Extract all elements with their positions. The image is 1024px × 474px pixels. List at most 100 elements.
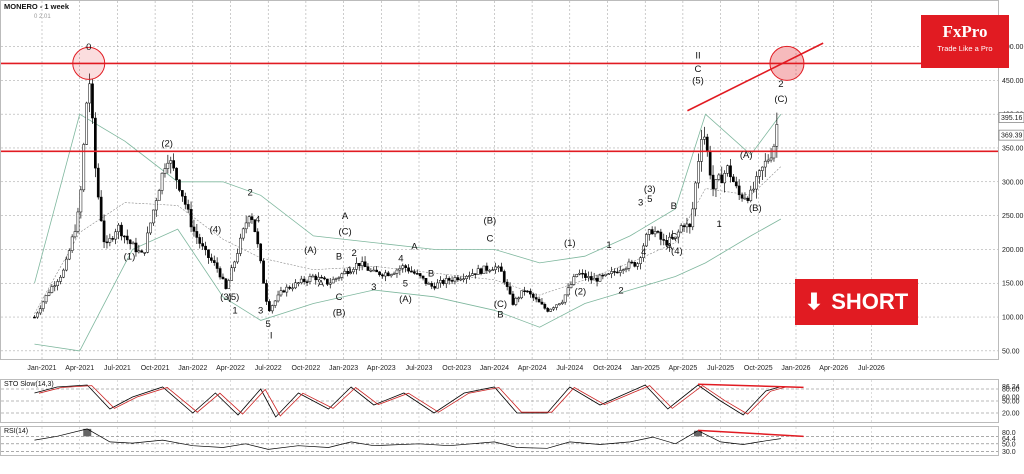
candle-body <box>189 209 193 228</box>
x-tick-label: Oct-2023 <box>442 365 471 372</box>
x-tick-label: Oct-2025 <box>744 365 773 372</box>
brand-name: FxPro <box>942 22 988 41</box>
candle-body <box>410 270 413 273</box>
highlight-circle <box>769 45 805 81</box>
chart-subtitle: 0 2.01 <box>34 14 51 20</box>
candle-body <box>584 273 587 278</box>
x-tick-label: Jan-2026 <box>781 365 810 372</box>
candle-body <box>227 280 231 289</box>
candle-body <box>401 265 405 269</box>
rsi-y-tick: 64.4 <box>1002 436 1016 443</box>
candle-body <box>456 277 460 281</box>
x-tick-label: Jul-2023 <box>406 365 433 372</box>
candle-body <box>195 231 199 238</box>
candle-body <box>659 231 663 240</box>
candle-body <box>679 225 683 233</box>
candle-body <box>734 181 738 187</box>
wave-label: 1 <box>606 240 611 251</box>
candle-body <box>613 271 616 273</box>
candle-body <box>273 300 277 306</box>
candle-body <box>514 297 518 305</box>
wave-label: 2 <box>618 285 623 296</box>
sto-title: STO Slow(14,3) <box>4 381 54 388</box>
wave-label: (A) <box>740 150 753 161</box>
candle-body <box>149 222 152 234</box>
x-tick-label: Apr-2024 <box>518 365 547 372</box>
candle-body <box>508 286 512 295</box>
price-series <box>33 73 779 319</box>
candle-body <box>389 274 393 277</box>
wave-label: (5) <box>692 76 704 87</box>
candle-body <box>88 83 91 104</box>
short-signal-badge: ⬇ SHORT <box>795 279 918 325</box>
candle-body <box>340 273 344 278</box>
x-tick-label: Jul-2024 <box>556 365 583 372</box>
candle-body <box>697 161 700 184</box>
candle-body <box>497 266 500 269</box>
y-tick-label: 350.00 <box>1002 145 1024 152</box>
candle-body <box>96 167 100 198</box>
candle-body <box>265 283 268 302</box>
candle-body <box>262 260 265 284</box>
candle-body <box>639 257 642 264</box>
candle-body <box>763 160 767 168</box>
rsi-y-tick: 30.0 <box>1002 449 1016 456</box>
x-tick-label: Oct-2024 <box>593 365 622 372</box>
candle-body <box>33 316 36 319</box>
candle-body <box>714 179 718 190</box>
candle-body <box>703 136 706 140</box>
candle-body <box>398 268 402 271</box>
candle-body <box>320 276 323 279</box>
candle-body <box>392 273 396 275</box>
candle-body <box>85 102 89 145</box>
sto-panel-frame <box>0 379 999 423</box>
candle-body <box>575 273 579 277</box>
candle-body <box>708 151 712 176</box>
candle-body <box>331 279 335 284</box>
candle-body <box>207 249 210 258</box>
wave-label: (B) <box>484 216 497 227</box>
candle-body <box>221 276 225 280</box>
candle-body <box>105 241 109 244</box>
candle-body <box>453 277 457 282</box>
sto-y-tick: 86.24 <box>1002 384 1020 391</box>
bollinger-upper-band <box>34 113 782 284</box>
sto-d-line <box>38 385 786 417</box>
candle-body <box>152 209 155 224</box>
candle-body <box>369 269 373 272</box>
signal-label: SHORT <box>831 289 909 314</box>
candle-body <box>357 263 361 267</box>
candle-body <box>247 216 251 224</box>
candle-body <box>99 196 103 222</box>
wave-label: 5 <box>266 319 271 330</box>
candle-body <box>140 250 144 253</box>
candle-body <box>375 269 379 273</box>
candle-body <box>668 236 671 246</box>
candle-body <box>186 204 190 210</box>
candle-body <box>154 200 158 211</box>
candle-body <box>349 271 352 275</box>
wave-label: (C) <box>339 227 352 238</box>
candle-body <box>766 159 770 162</box>
wave-label: (4) <box>210 225 222 236</box>
candle-body <box>47 292 51 296</box>
x-tick-label: Oct-2022 <box>292 365 321 372</box>
candle-body <box>137 250 141 253</box>
candle-body <box>244 222 248 230</box>
wave-label: B <box>428 268 434 279</box>
wave-label: C <box>486 233 493 244</box>
candle-body <box>424 278 428 284</box>
candle-body <box>700 139 703 162</box>
candle-body <box>355 263 358 270</box>
candle-body <box>178 179 181 191</box>
candle-body <box>157 190 161 201</box>
candle-body <box>462 278 466 281</box>
candle-body <box>427 283 431 285</box>
candle-body <box>337 277 341 279</box>
wave-label: II <box>695 51 700 62</box>
candle-body <box>491 269 495 271</box>
candle-body <box>360 261 364 267</box>
candle-body <box>482 265 486 274</box>
candle-body <box>529 290 532 295</box>
